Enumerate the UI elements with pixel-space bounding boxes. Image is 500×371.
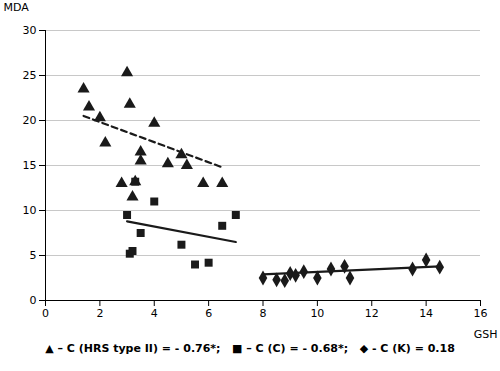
svg-text:25: 25 xyxy=(23,69,37,82)
svg-text:2: 2 xyxy=(96,307,103,320)
svg-text:12: 12 xyxy=(365,307,379,320)
svg-text:30: 30 xyxy=(23,24,37,37)
svg-text:14: 14 xyxy=(419,307,433,320)
svg-text:MDA: MDA xyxy=(4,1,30,14)
svg-text:0: 0 xyxy=(30,294,37,307)
svg-text:10: 10 xyxy=(23,204,37,217)
svg-text:GSH: GSH xyxy=(474,328,498,341)
svg-text:8: 8 xyxy=(260,307,267,320)
html-text:▲ – C (HRS type II) = - 0.76*;: ▲ – C (HRS type II) = - 0.76*; ■ – C (C)… xyxy=(45,342,455,355)
svg-text:0: 0 xyxy=(42,307,49,320)
svg-text:5: 5 xyxy=(30,249,37,262)
svg-text:4: 4 xyxy=(151,307,158,320)
svg-text:10: 10 xyxy=(310,307,324,320)
svg-text:15: 15 xyxy=(23,159,37,172)
svg-text:20: 20 xyxy=(23,114,37,127)
svg-text:6: 6 xyxy=(205,307,212,320)
svg-text:16: 16 xyxy=(474,307,488,320)
